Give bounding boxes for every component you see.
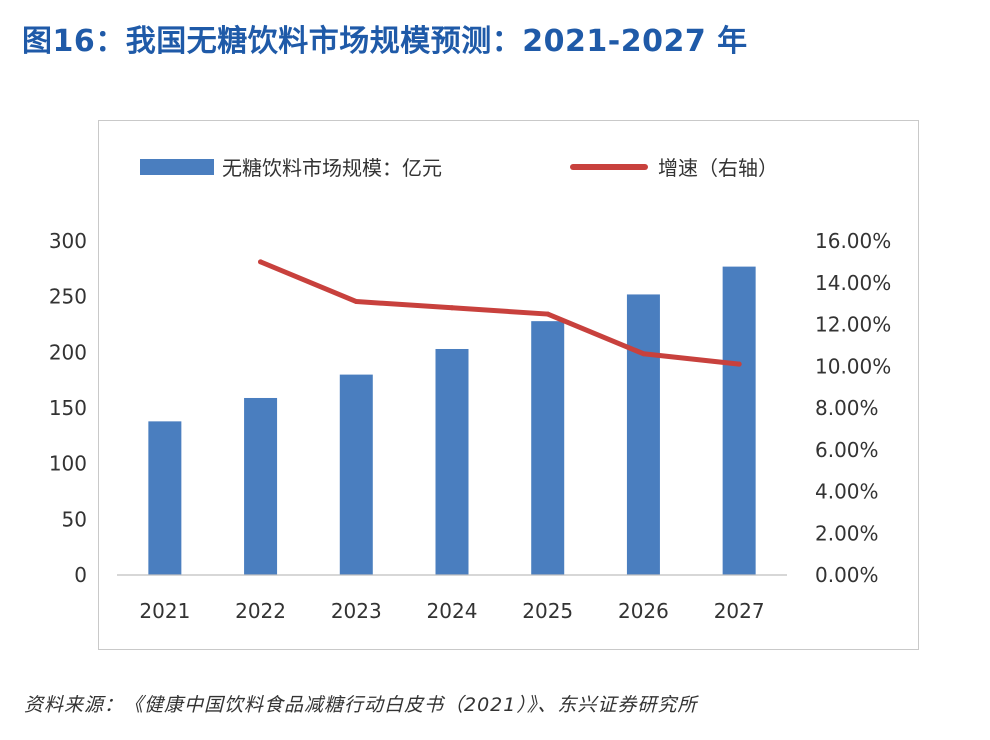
bar-2024: [435, 348, 469, 575]
legend-bar-label: 无糖饮料市场规模：亿元: [222, 156, 442, 180]
x-tick-label: 2026: [618, 599, 669, 623]
bar-2025: [531, 321, 565, 575]
legend-item-bar: 无糖饮料市场规模：亿元: [140, 152, 442, 181]
y-left-tick-label: 150: [49, 396, 87, 420]
y-right-tick-label: 0.00%: [815, 563, 879, 587]
bar-2021: [148, 421, 182, 575]
growth-point: [449, 305, 455, 311]
bar-2026: [626, 294, 660, 575]
x-tick-label: 2027: [714, 599, 765, 623]
y-right-tick-label: 12.00%: [815, 313, 891, 337]
legend-bar-swatch: [140, 158, 214, 175]
x-tick-label: 2025: [522, 599, 573, 623]
y-right-tick-label: 4.00%: [815, 480, 879, 504]
growth-point: [545, 311, 551, 317]
growth-line: [258, 259, 742, 367]
x-tick-label: 2021: [139, 599, 190, 623]
y-right-tick-label: 6.00%: [815, 438, 879, 462]
bar-2027: [722, 266, 756, 575]
y-right-tick-label: 10.00%: [815, 354, 891, 378]
growth-point: [353, 299, 359, 305]
chart-frame: [98, 120, 919, 650]
bar-2022: [244, 397, 278, 575]
source-note: 资料来源：《健康中国饮料食品减糖行动白皮书（2021）》、东兴证券研究所: [24, 694, 698, 716]
legend-line-label: 增速（右轴）: [658, 156, 778, 180]
y-left-tick-label: 200: [49, 340, 87, 364]
legend-line-swatch: [570, 163, 648, 170]
y-left-tick-label: 0: [74, 563, 87, 587]
x-tick-label: 2024: [427, 599, 478, 623]
y-left-tick-label: 300: [49, 229, 87, 253]
y-right-tick-label: 16.00%: [815, 229, 891, 253]
bar-2023: [339, 374, 373, 575]
growth-point: [258, 259, 264, 265]
legend-item-line: 增速（右轴）: [570, 152, 778, 181]
y-right-tick-label: 14.00%: [815, 271, 891, 295]
x-tick-label: 2022: [235, 599, 286, 623]
y-left-tick-label: 50: [62, 507, 87, 531]
y-right-tick-label: 8.00%: [815, 396, 879, 420]
y-left-tick-label: 100: [49, 452, 87, 476]
figure-title: 图16：我国无糖饮料市场规模预测：2021-2027 年: [22, 24, 748, 59]
growth-point: [640, 351, 646, 357]
y-left-tick-label: 250: [49, 285, 87, 309]
growth-point: [736, 361, 742, 367]
y-right-tick-label: 2.00%: [815, 521, 879, 545]
x-tick-label: 2023: [331, 599, 382, 623]
